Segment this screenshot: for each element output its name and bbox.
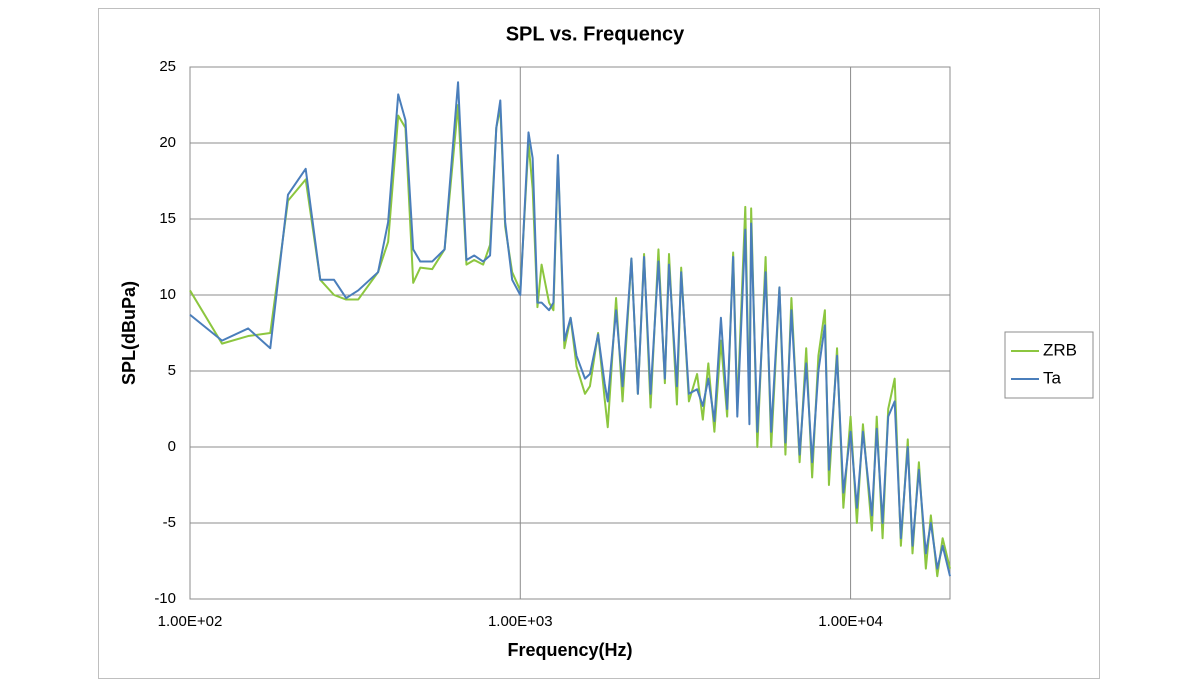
plot-border [189,66,951,600]
y-tick-label: 15 [159,210,176,227]
legend-label: ZRB [1043,340,1077,359]
series-line [189,81,951,577]
y-tick-label: -5 [163,514,176,531]
legend-label: Ta [1043,368,1062,387]
y-tick-label: 20 [159,134,176,151]
x-tick-label: 1.00E+03 [488,613,553,630]
x-tick-label: 1.00E+02 [158,613,223,630]
y-tick-label: 0 [168,438,176,455]
x-axis-title: Frequency(Hz) [507,640,632,660]
series-line [189,104,951,578]
y-tick-label: -10 [154,590,176,607]
y-tick-label: 10 [159,286,176,303]
y-tick-label: 5 [168,362,176,379]
y-axis-title: SPL(dBuPa) [119,281,139,385]
chart-title: SPL vs. Frequency [506,23,685,45]
plot-area [190,67,950,599]
y-tick-label: 25 [159,58,176,75]
x-tick-label: 1.00E+04 [818,613,883,630]
legend-box [1004,331,1094,399]
